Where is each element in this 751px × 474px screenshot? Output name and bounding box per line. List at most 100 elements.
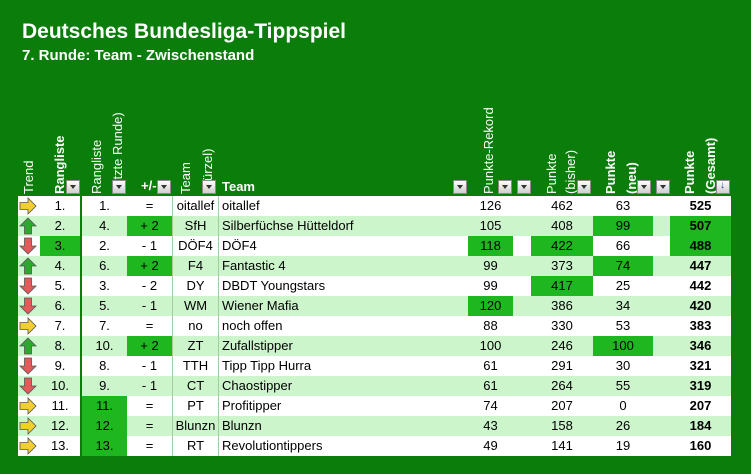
page-title: Deutsches Bundesliga-Tippspiel: [22, 20, 347, 43]
cell-diff: =: [127, 396, 172, 416]
cell-neu: 100: [593, 336, 653, 356]
table-row: 11. 11. = PT Profitipper 74 207 0 207: [0, 396, 751, 416]
filter-rangliste-button[interactable]: [66, 180, 80, 194]
table-row: 3. 2. - 1 DÖF4 DÖF4 118 422 66 488: [0, 236, 751, 256]
trend-down-icon: [18, 276, 38, 296]
cell-neu: 26: [593, 416, 653, 436]
row-spacer: [38, 216, 40, 236]
row-spacer: [513, 356, 531, 376]
table-row: 1. 1. = oitallef oitallef 126 462 63 525: [0, 196, 751, 216]
cell-last: 11.: [82, 396, 127, 416]
row-spacer: [513, 376, 531, 396]
cell-diff: - 2: [127, 276, 172, 296]
cell-record: 43: [468, 416, 513, 436]
cell-record: 118: [468, 236, 513, 256]
row-spacer: [38, 236, 40, 256]
row-spacer: [38, 196, 40, 216]
filter-rangliste-letzte-button[interactable]: [112, 180, 126, 194]
filter-punkte-neu-2-button[interactable]: [656, 180, 670, 194]
filter-punkte-rekord-button[interactable]: [498, 180, 512, 194]
row-spacer: [513, 216, 531, 236]
cell-total: 507: [670, 216, 731, 236]
cell-record: 74: [468, 396, 513, 416]
trend-same-icon: [18, 436, 38, 456]
cell-prev: 330: [531, 316, 593, 336]
cell-diff: - 1: [127, 296, 172, 316]
cell-record: 61: [468, 376, 513, 396]
cell-last: 6.: [82, 256, 127, 276]
cell-neu: 19: [593, 436, 653, 456]
header-trend: Trend: [21, 160, 36, 194]
cell-team: Chaostipper: [218, 376, 468, 396]
row-spacer: [513, 236, 531, 256]
cell-prev: 246: [531, 336, 593, 356]
row-spacer: [513, 196, 531, 216]
cell-diff: - 1: [127, 356, 172, 376]
cell-neu: 66: [593, 236, 653, 256]
cell-rank: 10.: [40, 376, 80, 396]
cell-neu: 99: [593, 216, 653, 236]
sort-punkte-gesamt-button[interactable]: [716, 180, 730, 194]
filter-plusminus-button[interactable]: [157, 180, 171, 194]
cell-rank: 8.: [40, 336, 80, 356]
row-spacer: [38, 256, 40, 276]
cell-diff: + 2: [127, 216, 172, 236]
table-row: 10. 9. - 1 CT Chaostipper 61 264 55 319: [0, 376, 751, 396]
table-row: 13. 13. = RT Revolutiontippers 49 141 19 160: [0, 436, 751, 456]
cell-diff: =: [127, 196, 172, 216]
table-row: 8. 10. + 2 ZT Zufallstipper 100 246 100 346: [0, 336, 751, 356]
filter-team-kuerzel-button[interactable]: [202, 180, 216, 194]
cell-record: 99: [468, 276, 513, 296]
row-spacer: [653, 436, 670, 456]
filter-punkte-neu-button[interactable]: [637, 180, 651, 194]
cell-prev: 264: [531, 376, 593, 396]
cell-short: DÖF4: [172, 236, 218, 256]
cell-prev: 422: [531, 236, 593, 256]
cell-rank: 5.: [40, 276, 80, 296]
cell-short: WM: [172, 296, 218, 316]
trend-same-icon: [18, 196, 38, 216]
trend-down-icon: [18, 376, 38, 396]
cell-last: 5.: [82, 296, 127, 316]
row-spacer: [513, 436, 531, 456]
trend-up-icon: [18, 216, 38, 236]
cell-total: 442: [670, 276, 731, 296]
row-spacer: [653, 236, 670, 256]
cell-prev: 417: [531, 276, 593, 296]
cell-short: RT: [172, 436, 218, 456]
cell-last: 7.: [82, 316, 127, 336]
header-rangliste-letzte-1: Rangliste: [89, 139, 104, 194]
cell-rank: 6.: [40, 296, 80, 316]
trend-same-icon: [18, 316, 38, 336]
cell-prev: 158: [531, 416, 593, 436]
row-spacer: [653, 376, 670, 396]
cell-last: 13.: [82, 436, 127, 456]
cell-rank: 3.: [40, 236, 80, 256]
header-punkte-bisher-1: Punkte: [544, 153, 559, 194]
cell-rank: 7.: [40, 316, 80, 336]
row-spacer: [653, 296, 670, 316]
table-row: 9. 8. - 1 TTH Tipp Tipp Hurra 61 291 30 321: [0, 356, 751, 376]
cell-rank: 12.: [40, 416, 80, 436]
cell-rank: 9.: [40, 356, 80, 376]
cell-diff: =: [127, 436, 172, 456]
row-spacer: [653, 416, 670, 436]
cell-neu: 0: [593, 396, 653, 416]
table-row: 2. 4. + 2 SfH Silberfüchse Hütteldorf 105 408 9…: [0, 216, 751, 236]
trend-down-icon: [18, 356, 38, 376]
cell-team: Wiener Mafia: [218, 296, 468, 316]
cell-team: Zufallstipper: [218, 336, 468, 356]
cell-total: 447: [670, 256, 731, 276]
table-row: 4. 6. + 2 F4 Fantastic 4 99 373 74 447: [0, 256, 751, 276]
row-spacer: [38, 276, 40, 296]
row-spacer: [38, 316, 40, 336]
cell-short: no: [172, 316, 218, 336]
cell-short: DY: [172, 276, 218, 296]
filter-punkte-rekord-2-button[interactable]: [517, 180, 531, 194]
filter-punkte-bisher-button[interactable]: [577, 180, 591, 194]
cell-neu: 30: [593, 356, 653, 376]
cell-total: 525: [670, 196, 731, 216]
filter-team-button[interactable]: [453, 180, 467, 194]
cell-short: TTH: [172, 356, 218, 376]
cell-total: 319: [670, 376, 731, 396]
